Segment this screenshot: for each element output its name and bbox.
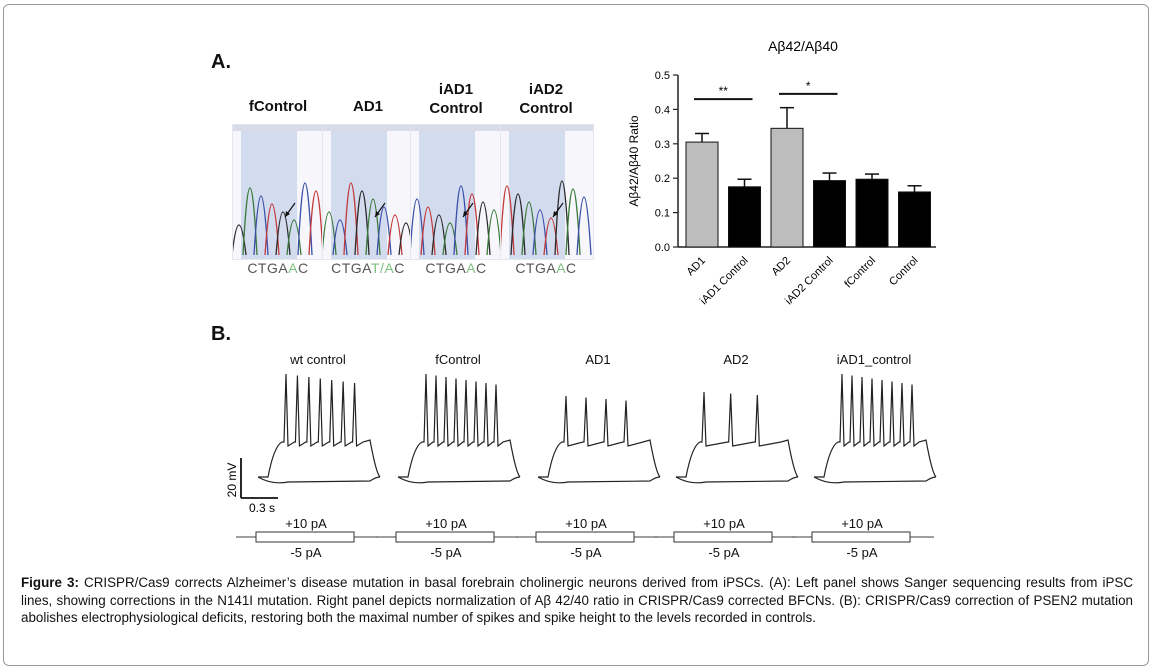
sequence-suffix: C	[566, 260, 577, 276]
sequence-text-0: CTGAAC	[228, 260, 328, 276]
chromatogram-0	[232, 124, 326, 260]
caption-text: CRISPR/Cas9 corrects Alzheimer’s disease…	[21, 575, 1133, 626]
bar-control	[898, 191, 931, 248]
seq-title-1: AD1	[352, 98, 383, 115]
seq-title-3: iAD2 Control	[519, 81, 573, 117]
chromatogram-svg-0	[233, 125, 325, 259]
sequence-mutation-base: A	[288, 260, 299, 276]
figure-caption: Figure 3: CRISPR/Cas9 corrects Alzheimer…	[21, 574, 1133, 627]
stimulus-pulse-2	[535, 531, 635, 543]
significance-label: **	[719, 84, 729, 98]
hyperpolarizing-trace-3	[675, 476, 799, 484]
depolarizing-trace-2	[538, 395, 661, 478]
depolarizing-trace-3	[676, 391, 799, 478]
bar-ad1	[685, 141, 719, 248]
time-scale-label: 0.3 s	[249, 501, 275, 515]
x-tick-label: AD1	[684, 255, 708, 279]
chromatogram-svg-3	[501, 125, 593, 259]
bar-ad2	[770, 127, 804, 248]
abeta-ratio-chart: Aβ42/Aβ40 Aβ42/Aβ40 Ratio 0.0 0.1 0.2 0.3 0.4 0…	[620, 34, 950, 324]
significance-label: *	[806, 79, 811, 93]
pulse-negative-label-4: -5 pA	[846, 545, 878, 560]
pulse-negative-label-3: -5 pA	[708, 545, 740, 560]
hyperpolarizing-trace-2	[537, 476, 661, 484]
pulse-negative-label-2: -5 pA	[570, 545, 602, 560]
pulse-positive-label-3: +10 pA	[703, 516, 745, 531]
ephys-title-0: wt control	[290, 352, 346, 367]
figure-frame	[3, 4, 1149, 666]
bar-fcontrol	[855, 178, 889, 248]
ephys-title-4: iAD1_control	[836, 352, 912, 367]
stimulus-pulse-4	[811, 531, 911, 543]
sequence-text-2: CTGAAC	[406, 260, 506, 276]
sequence-suffix: C	[476, 260, 487, 276]
depolarizing-trace-1	[398, 373, 521, 478]
chromatogram-2	[410, 124, 504, 260]
pulse-positive-label-4: +10 pA	[841, 516, 883, 531]
ephys-title-2: AD1	[585, 352, 611, 367]
sequence-mutation-base: T/A	[370, 260, 395, 276]
stimulus-pulse-0	[255, 531, 355, 543]
sequence-prefix: CTGA	[331, 260, 371, 276]
seq-title-0: fControl	[248, 98, 308, 115]
ephys-title-3: AD2	[723, 352, 749, 367]
chromatogram-3	[500, 124, 594, 260]
y-tick-label: 0.1	[655, 208, 670, 220]
sequence-prefix: CTGA	[515, 260, 557, 276]
bar-iad2-control	[813, 180, 846, 248]
sequence-prefix: CTGA	[247, 260, 289, 276]
chart-title: Aβ42/Aβ40	[768, 38, 838, 54]
chromatogram-svg-1	[323, 125, 415, 259]
ephys-title-1: fControl	[435, 352, 481, 367]
x-tick-label: AD2	[769, 255, 793, 279]
x-tick-label: Control	[887, 255, 921, 289]
pulse-negative-label-0: -5 pA	[290, 545, 322, 560]
ephys-traces-svg: 20 mV 0.3 s	[225, 373, 937, 543]
y-axis-label: Aβ42/Aβ40 Ratio	[627, 115, 641, 207]
sequence-suffix: C	[298, 260, 309, 276]
chromatogram-1	[322, 124, 416, 260]
bar-iad1-control	[728, 186, 761, 248]
sequence-prefix: CTGA	[425, 260, 467, 276]
voltage-scale-label: 20 mV	[225, 463, 239, 498]
panel-b-label: B.	[211, 323, 231, 345]
x-tick-label: fControl	[842, 255, 878, 291]
chromatogram-svg-2	[411, 125, 503, 259]
seq-title-2: iAD1 Control	[429, 81, 483, 117]
pulse-positive-label-1: +10 pA	[425, 516, 467, 531]
y-tick-label: 0.5	[655, 70, 670, 82]
hyperpolarizing-trace-1	[397, 476, 521, 484]
pulse-positive-label-0: +10 pA	[285, 516, 327, 531]
pulse-positive-label-2: +10 pA	[565, 516, 607, 531]
depolarizing-trace-0	[258, 373, 381, 478]
y-tick-label: 0.2	[655, 173, 670, 185]
sequence-text-1: CTGAT/AC	[318, 260, 418, 276]
y-tick-label: 0.4	[655, 104, 670, 116]
sequence-mutation-base: A	[466, 260, 477, 276]
hyperpolarizing-trace-0	[257, 476, 381, 484]
sequence-text-3: CTGAAC	[496, 260, 596, 276]
abeta-ratio-chart-svg: Aβ42/Aβ40 Aβ42/Aβ40 Ratio 0.0 0.1 0.2 0.3 0.4 0…	[627, 38, 936, 307]
hyperpolarizing-trace-4	[813, 476, 937, 484]
y-tick-label: 0.3	[655, 139, 670, 151]
sequence-mutation-base: A	[556, 260, 567, 276]
sequence-suffix: C	[394, 260, 405, 276]
depolarizing-trace-4	[814, 373, 937, 478]
stimulus-pulse-3	[673, 531, 773, 543]
pulse-negative-label-1: -5 pA	[430, 545, 462, 560]
stimulus-pulse-1	[395, 531, 495, 543]
y-tick-label: 0.0	[655, 242, 670, 254]
panel-a-label: A.	[211, 51, 231, 73]
caption-label: Figure 3:	[21, 575, 79, 590]
